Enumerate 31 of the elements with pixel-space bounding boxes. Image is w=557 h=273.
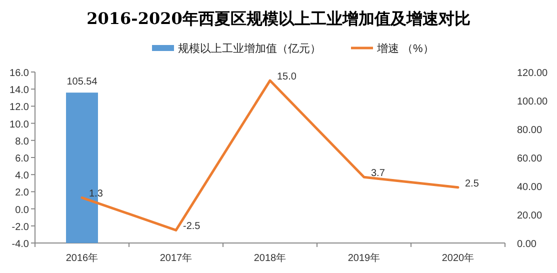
- y2-tick-label: 120.00: [517, 68, 548, 79]
- data-label: 15.0: [277, 72, 297, 83]
- y-tick-label: -2.0: [12, 222, 30, 233]
- legend-label: 增速 （%）: [376, 42, 434, 55]
- y-tick-label: 4.0: [15, 170, 30, 182]
- x-tick-label: 2016年: [66, 252, 98, 264]
- y-tick-label: 6.0: [15, 154, 30, 164]
- y-tick-label: 14.0: [10, 85, 30, 96]
- y-tick-label: 16.0: [10, 68, 30, 79]
- y2-tick-label: 0.00: [517, 239, 537, 250]
- x-tick-label: 2017年: [160, 252, 192, 264]
- data-label: 3.7: [371, 168, 386, 180]
- data-label: 105.54: [66, 76, 98, 88]
- y-tick-label: -4.0: [12, 239, 30, 250]
- y-tick-label: 2.0: [15, 188, 30, 199]
- data-label: 2.5: [465, 178, 480, 190]
- y2-tick-label: 60.00: [517, 154, 542, 164]
- y2-tick-label: 80.00: [517, 125, 542, 136]
- y-tick-label: 8.0: [15, 136, 30, 148]
- y2-tick-label: 20.00: [517, 210, 542, 222]
- x-tick-label: 2019年: [348, 252, 380, 264]
- y-tick-label: 0.0: [15, 204, 30, 216]
- x-tick-label: 2020年: [442, 252, 474, 264]
- x-tick-label: 2018年: [254, 252, 286, 264]
- y2-tick-label: 40.00: [517, 182, 542, 193]
- legend-label: 规模以上工业增加值（亿元）: [178, 42, 321, 55]
- y2-tick-label: 100.00: [517, 96, 548, 108]
- data-label: -2.5: [183, 221, 201, 232]
- y-tick-label: 12.0: [10, 102, 30, 114]
- chart-title: 2016-2020年西夏区规模以上工业增加值及增速对比: [86, 9, 470, 28]
- y-tick-label: 10.0: [10, 119, 30, 130]
